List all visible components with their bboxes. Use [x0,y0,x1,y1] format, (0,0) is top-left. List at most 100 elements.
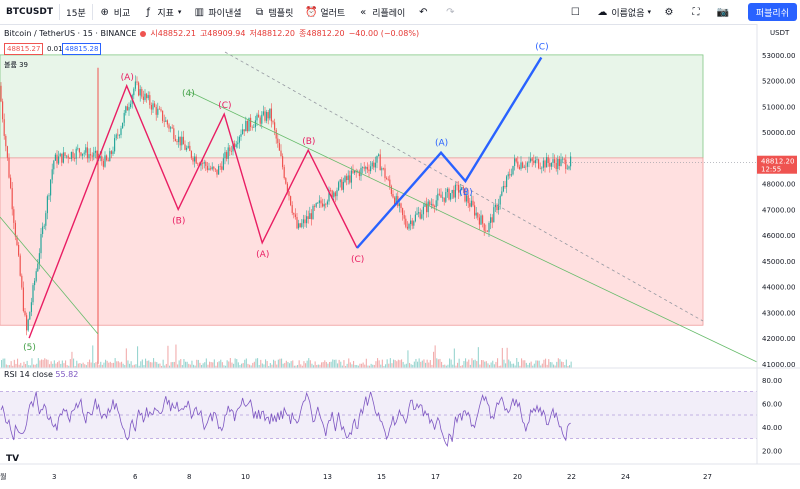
chart-canvas[interactable]: (5) (A) (B) (C) (A) (B) (C) (A) (B) (C) (4) USDT 53… [0,24,800,489]
volume-bar [354,364,356,368]
candle-body [381,168,383,171]
volume-bar [373,364,375,368]
volume-bar [127,360,129,368]
candle-body [509,174,511,176]
price-tick-label: 46000.00 [762,232,795,240]
candle-body [229,147,231,152]
volume-bar [161,365,163,368]
candle-body [114,138,116,152]
volume-bar [151,362,153,368]
volume-bar [428,362,430,368]
layout-button[interactable]: ☐ [563,0,590,24]
alert-button[interactable]: ⏰ 얼러트 [299,0,351,24]
candle-body [171,127,173,129]
axis-unit-label: USDT [770,29,790,37]
time-tick-label: 10 [241,473,250,481]
volume-bar [210,362,212,368]
volume-bar [55,363,57,368]
volume-bar [429,360,431,368]
candle-body [301,223,303,227]
volume-bar [289,363,291,368]
candle-body [206,165,208,170]
candle-body [261,114,263,124]
volume-bar [149,362,151,368]
rsi-line [0,391,571,447]
volume-bar [66,365,68,368]
undo-icon: ↶ [419,6,428,18]
templates-button[interactable]: ⧉ 템플릿 [248,0,300,24]
replay-button[interactable]: « 리플레이 [351,0,411,24]
volume-bar [129,363,131,368]
volume-bar [421,360,423,368]
volume-bar [215,365,217,368]
settings-button[interactable]: ⚙ [657,0,684,24]
candle-body [504,186,506,188]
fullscreen-button[interactable]: ⛶ [684,0,711,24]
time-axis[interactable]: 월 3 6 8 10 13 15 17 20 22 24 27 [0,463,800,481]
plus-circle-icon: ⊕ [100,6,109,18]
candle-body [475,212,477,216]
volume-bar [63,363,65,368]
price-tick-label: 50000.00 [762,129,795,137]
wave-label-red: (C) [351,255,364,265]
candle-body [290,196,292,206]
financials-button[interactable]: ▥ 파이낸셜 [187,0,247,24]
publish-button[interactable]: 퍼블리쉬 [747,3,797,21]
volume-bar [31,358,33,368]
candle-body [483,223,485,231]
volume-bar [81,363,83,368]
symbol-selector[interactable]: BTCUSDT [6,7,54,17]
candle-body [35,271,37,281]
volume-bar [543,359,545,368]
snapshot-button[interactable]: 📷 [711,0,738,24]
volume-bar [553,364,555,368]
candle-body [141,89,143,97]
bid-price-box[interactable]: 48815.27 [4,43,44,55]
candle-body [166,120,168,125]
volume-bar [196,359,198,368]
candle-body [442,197,444,199]
candle-body [13,209,15,223]
candle-body [526,162,528,167]
candle-body [178,136,180,143]
compare-button[interactable]: ⊕ 비교 [93,0,137,24]
interval-selector[interactable]: 15분 [66,8,86,19]
candle-body [26,315,28,331]
volume-bar [385,364,387,368]
candle-body [80,152,82,156]
volume-bar [503,359,505,368]
candle-body [563,158,565,160]
candle-body [158,108,160,110]
undo-button[interactable]: ↶ [411,0,438,24]
candle-body [238,136,240,143]
candle-body [176,141,178,143]
price-tick-label: 43000.00 [762,309,795,317]
candle-body [170,127,172,129]
volume-bar [125,348,127,368]
candle-body [272,121,274,123]
indicators-button[interactable]: ƒ 지표 ▾ [136,0,187,24]
redo-button[interactable]: ↷ [438,0,465,24]
candle-body [334,192,336,197]
candle-body [493,207,495,223]
volume-bar [212,362,214,368]
layout-name-button[interactable]: ☁ 이름없음 ▾ [590,0,657,24]
candle-body [96,150,98,159]
rsi-tick-label: 40.00 [762,424,782,432]
candle-body [227,147,229,159]
candle-body [506,176,508,188]
candle-body [338,182,340,191]
volume-bar [124,365,126,368]
candle-body [429,201,431,205]
volume-bar [396,361,398,368]
ask-price-box[interactable]: 48815.28 [62,43,102,55]
candle-body [45,213,47,226]
candle-body [566,168,568,170]
volume-bar [281,358,283,368]
candle-body [368,169,370,172]
volume-bar [265,359,267,368]
candle-body [40,233,42,254]
volume-bar [69,359,71,368]
time-tick-label: 24 [621,473,630,481]
candle-body [226,152,228,159]
